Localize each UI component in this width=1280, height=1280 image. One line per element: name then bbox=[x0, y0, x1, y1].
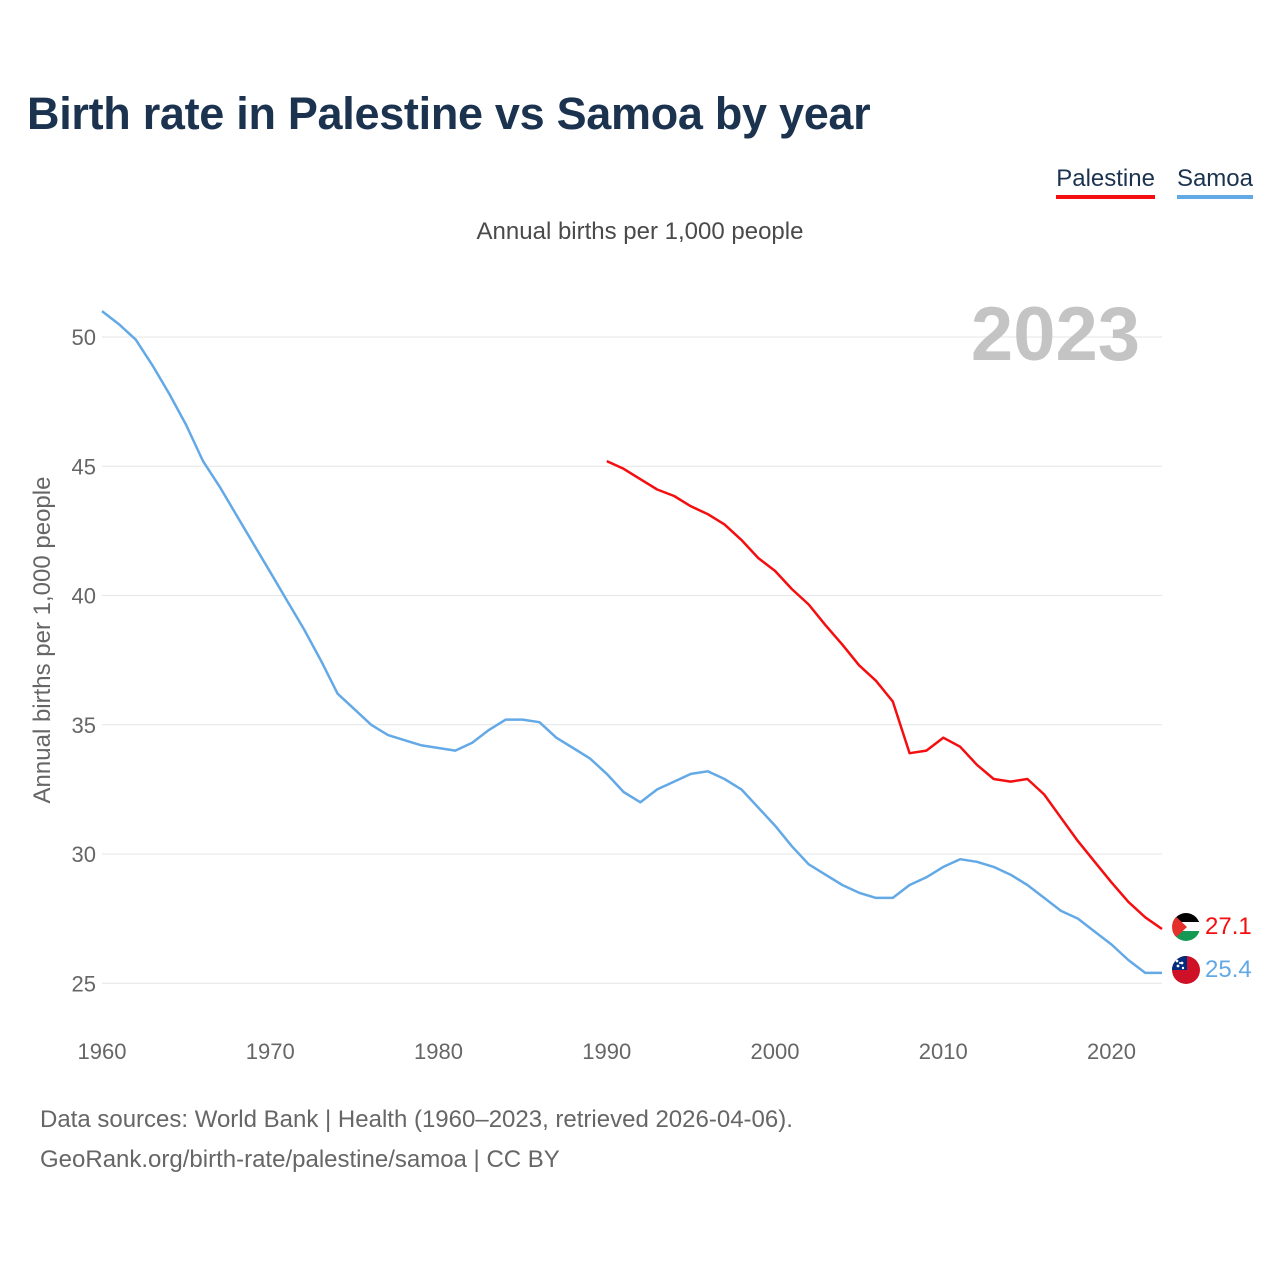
y-tick-label: 25 bbox=[72, 971, 96, 996]
y-axis-ticks: 25 30 35 40 45 50 bbox=[72, 325, 96, 996]
y-tick-label: 45 bbox=[72, 454, 96, 479]
y-tick-label: 40 bbox=[72, 584, 96, 609]
series-line-samoa[interactable] bbox=[101, 310, 1162, 975]
series-line-palestine[interactable] bbox=[606, 459, 1163, 931]
y-tick-label: 35 bbox=[72, 713, 96, 738]
legend: Palestine Samoa bbox=[1056, 165, 1253, 199]
line-chart: 25 30 35 40 45 50 1960 1970 1980 1990 2000 2010 202… bbox=[29, 292, 1252, 1064]
x-tick-label: 1980 bbox=[414, 1039, 463, 1064]
legend-item-samoa[interactable]: Samoa bbox=[1176, 165, 1253, 199]
x-tick-label: 2000 bbox=[751, 1039, 800, 1064]
legend-item-palestine[interactable]: Palestine bbox=[1056, 165, 1155, 199]
chart-title: Birth rate in Palestine vs Samoa by year bbox=[27, 88, 871, 139]
year-watermark: 2023 bbox=[971, 292, 1140, 377]
x-tick-label: 1960 bbox=[78, 1039, 127, 1064]
y-tick-label: 50 bbox=[72, 325, 96, 350]
end-label-palestine: 27.1 bbox=[1205, 913, 1252, 940]
x-tick-label: 1990 bbox=[582, 1039, 631, 1064]
y-tick-label: 30 bbox=[72, 842, 96, 867]
x-axis-ticks: 1960 1970 1980 1990 2000 2010 2020 bbox=[78, 1039, 1136, 1064]
x-tick-label: 2010 bbox=[919, 1039, 968, 1064]
samoa-flag bbox=[1172, 956, 1200, 984]
y-axis-label: Annual births per 1,000 people bbox=[29, 477, 56, 804]
x-tick-label: 1970 bbox=[246, 1039, 295, 1064]
data-source-note: Data sources: World Bank | Health (1960–… bbox=[40, 1106, 793, 1133]
source-url-note: GeoRank.org/birth-rate/palestine/samoa |… bbox=[40, 1146, 560, 1173]
end-label-samoa: 25.4 bbox=[1205, 956, 1252, 983]
chart-subtitle: Annual births per 1,000 people bbox=[476, 218, 804, 245]
gridlines bbox=[102, 336, 1162, 984]
palestine-flag bbox=[1172, 913, 1200, 941]
x-tick-label: 2020 bbox=[1087, 1039, 1136, 1064]
